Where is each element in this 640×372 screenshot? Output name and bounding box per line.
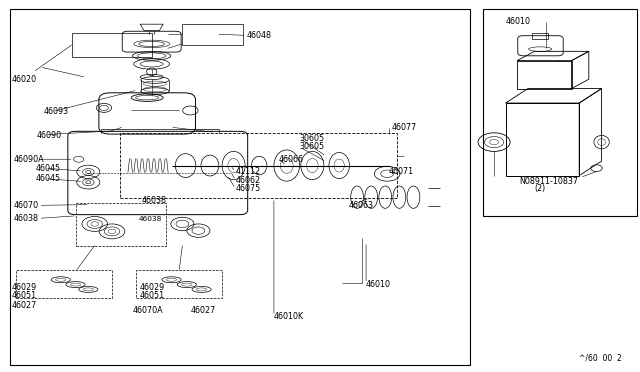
Text: 46010K: 46010K	[274, 312, 304, 321]
Text: 46029: 46029	[140, 283, 164, 292]
Bar	[182, 24, 243, 45]
Text: 46093: 46093	[44, 107, 68, 116]
Bar	[120, 133, 397, 198]
Bar	[506, 103, 579, 176]
Text: 46077: 46077	[392, 123, 417, 132]
Text: 46048: 46048	[246, 31, 271, 40]
Bar	[16, 270, 112, 298]
Text: 46051: 46051	[140, 291, 164, 300]
Text: 46070A: 46070A	[133, 306, 164, 315]
Bar	[483, 9, 637, 216]
Text: 46075: 46075	[236, 185, 260, 193]
Bar	[517, 61, 572, 89]
Bar	[76, 203, 166, 246]
Text: 46045: 46045	[35, 174, 60, 183]
Text: 30605: 30605	[300, 142, 324, 151]
Text: 46051: 46051	[12, 291, 36, 300]
Text: ^/60  00  2: ^/60 00 2	[579, 353, 622, 362]
Text: 46027: 46027	[12, 301, 36, 310]
Text: 46038: 46038	[142, 196, 167, 205]
Bar	[120, 318, 397, 329]
Bar	[532, 33, 548, 39]
Text: 46029: 46029	[12, 283, 36, 292]
Bar	[10, 9, 470, 365]
Text: 46066: 46066	[278, 155, 303, 164]
Text: 46071: 46071	[389, 167, 414, 176]
Text: 46090: 46090	[37, 131, 62, 140]
Text: (2): (2)	[534, 185, 546, 193]
Text: 46070: 46070	[14, 201, 39, 210]
Text: 46020: 46020	[12, 76, 36, 84]
Text: 41112: 41112	[236, 167, 260, 176]
Bar	[72, 33, 152, 57]
Text: 46010: 46010	[366, 280, 391, 289]
Text: 46038: 46038	[14, 214, 39, 223]
Text: 46027: 46027	[191, 306, 216, 315]
Text: 46063: 46063	[349, 201, 374, 210]
Bar	[136, 270, 222, 298]
Text: 46062: 46062	[236, 176, 260, 185]
Text: 46010: 46010	[506, 17, 531, 26]
Text: N08911-10837: N08911-10837	[520, 177, 579, 186]
Text: 46090A: 46090A	[14, 155, 45, 164]
Text: 46045: 46045	[35, 164, 60, 173]
Text: 30605: 30605	[300, 134, 324, 143]
Text: 46038: 46038	[139, 216, 162, 222]
